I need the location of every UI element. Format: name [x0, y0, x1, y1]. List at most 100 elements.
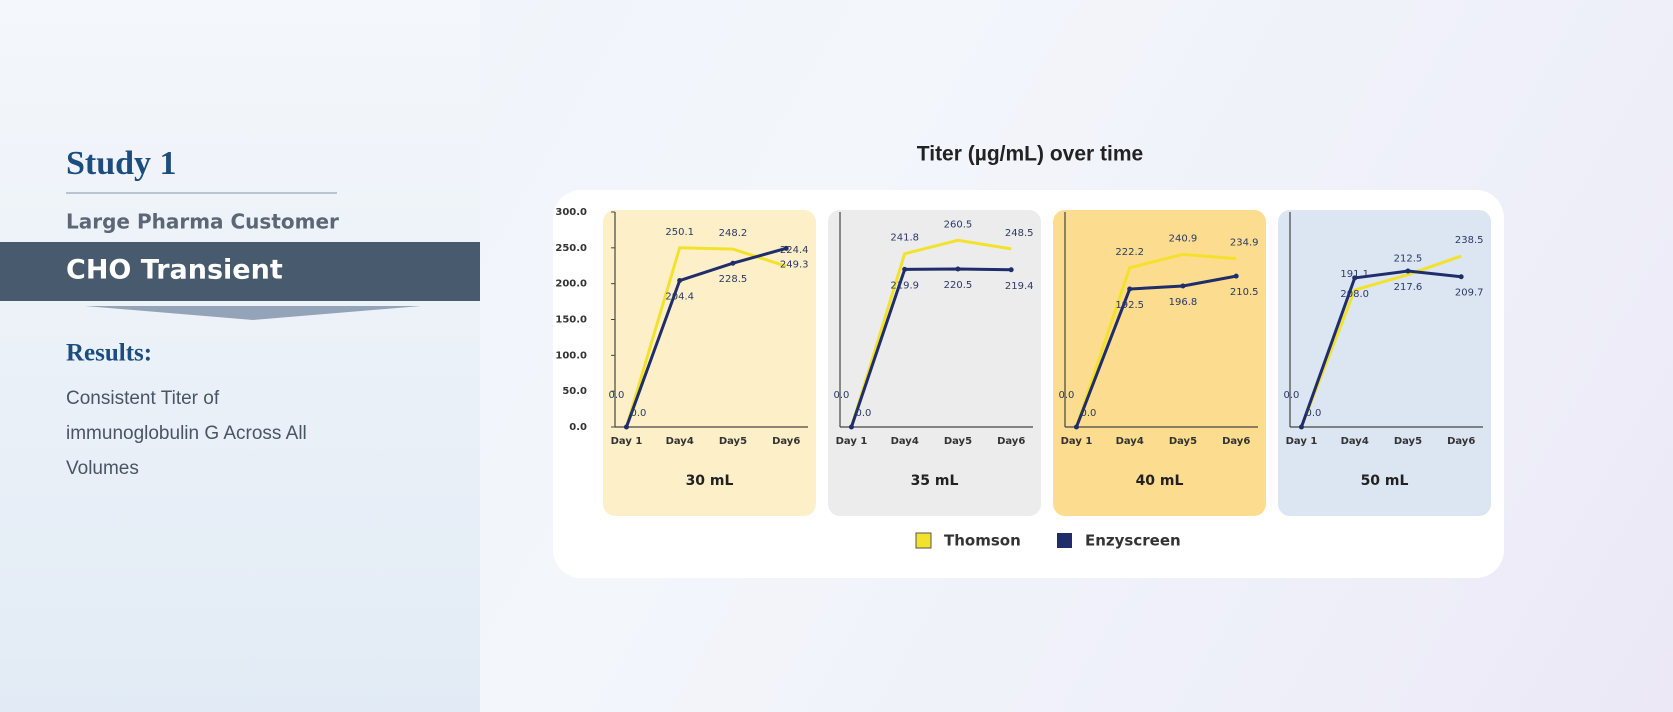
y-tick-label: 200.0: [555, 279, 587, 290]
legend-label: Thomson: [944, 532, 1021, 550]
point: [1127, 286, 1133, 292]
data-label: 217.6: [1394, 282, 1423, 293]
data-label: 0.0: [833, 390, 849, 401]
x-tick-label: Day 1: [1061, 436, 1093, 447]
panel: [1053, 210, 1266, 516]
x-tick-label: Day5: [1394, 436, 1422, 447]
series-line: [1075, 274, 1237, 428]
heading: Study 1: [66, 145, 177, 182]
series-line: [624, 246, 787, 428]
panel-title: 50 mL: [1361, 473, 1409, 489]
data-label: 191.1: [1340, 269, 1369, 280]
data-label: 248.2: [719, 228, 748, 239]
data-label: 0.0: [1080, 408, 1096, 419]
series-line: [850, 267, 1012, 428]
point: [1180, 283, 1186, 289]
panel-title: 40 mL: [1136, 473, 1184, 489]
data-label: 0.0: [855, 408, 871, 419]
point: [623, 424, 629, 430]
point: [902, 266, 908, 272]
data-label: 0.0: [1305, 408, 1321, 419]
banner: CHO Transient: [66, 255, 283, 286]
series-line: [1075, 252, 1237, 428]
x-tick-label: Day6: [1447, 436, 1475, 447]
point: [1073, 424, 1079, 430]
data-label: 0.0: [608, 390, 624, 401]
y-tick-label: 50.0: [562, 386, 587, 397]
data-label: 248.5: [1005, 228, 1034, 239]
x-tick-label: Day 1: [611, 436, 643, 447]
x-tick-label: Day6: [1222, 436, 1250, 447]
data-label: 192.5: [1115, 300, 1144, 311]
point: [730, 260, 736, 266]
results-text: Consistent Titer of: [66, 388, 220, 409]
data-label: 0.0: [630, 408, 646, 419]
y-tick-label: 100.0: [555, 350, 587, 361]
data-label: 0.0: [1283, 390, 1299, 401]
x-tick-label: Day5: [944, 436, 972, 447]
y-tick-label: 150.0: [555, 315, 587, 326]
x-tick-label: Day4: [1341, 436, 1369, 447]
results-text: immunoglobulin G Across All: [66, 423, 307, 444]
legend-label: Enzyscreen: [1085, 532, 1181, 550]
point: [677, 278, 683, 284]
x-tick-label: Day4: [891, 436, 919, 447]
data-label: 224.4: [780, 245, 809, 256]
x-tick-label: Day 1: [836, 436, 868, 447]
series-line: [625, 246, 787, 428]
point: [848, 424, 854, 430]
x-tick-label: Day6: [772, 436, 800, 447]
point: [1008, 267, 1014, 273]
customer: Large Pharma Customer: [66, 210, 339, 234]
panel-title: 35 mL: [911, 473, 959, 489]
data-label: 210.5: [1230, 287, 1259, 298]
y-tick-label: 300.0: [555, 207, 587, 218]
point: [955, 266, 961, 272]
y-tick-label: 250.0: [555, 243, 587, 254]
point: [783, 245, 789, 251]
x-tick-label: Day 1: [1286, 436, 1318, 447]
data-label: 219.9: [890, 280, 919, 291]
data-label: 240.9: [1169, 233, 1198, 244]
data-label: 208.0: [1340, 289, 1369, 300]
data-label: 250.1: [665, 227, 694, 238]
results-text: Volumes: [66, 458, 139, 479]
point: [1458, 274, 1464, 280]
point: [1352, 275, 1358, 281]
data-label: 212.5: [1394, 254, 1423, 265]
x-tick-label: Day4: [666, 436, 694, 447]
point: [1233, 273, 1239, 279]
x-tick-label: Day5: [719, 436, 747, 447]
data-label: 260.5: [944, 219, 973, 230]
panel: [603, 210, 816, 516]
x-tick-label: Day5: [1169, 436, 1197, 447]
x-tick-label: Day6: [997, 436, 1025, 447]
point: [1405, 268, 1411, 274]
panel-title: 30 mL: [686, 473, 734, 489]
data-label: 220.5: [944, 280, 973, 291]
series-line: [1300, 254, 1462, 428]
results-heading: Results:: [66, 340, 152, 367]
banner-arrow: [85, 306, 421, 320]
sidebar-bg: [0, 0, 480, 712]
data-label: 219.4: [1005, 281, 1034, 292]
point: [1298, 424, 1304, 430]
data-label: 204.4: [665, 292, 694, 303]
series-line: [849, 238, 1012, 428]
data-label: 249.3: [780, 259, 809, 270]
data-label: 238.5: [1455, 235, 1484, 246]
data-label: 222.2: [1115, 247, 1144, 258]
figure-title: Titer (µg/mL) over time: [917, 143, 1143, 166]
data-label: 228.5: [719, 274, 748, 285]
legend-swatch: [915, 532, 932, 549]
data-label: 241.8: [890, 233, 919, 244]
series-line: [1300, 269, 1462, 428]
data-label: 0.0: [1058, 390, 1074, 401]
data-label: 234.9: [1230, 238, 1259, 249]
data-label: 209.7: [1455, 288, 1484, 299]
data-label: 196.8: [1169, 297, 1198, 308]
x-tick-label: Day4: [1116, 436, 1144, 447]
banner-bg: [0, 242, 480, 301]
y-tick-label: 0.0: [569, 422, 587, 433]
